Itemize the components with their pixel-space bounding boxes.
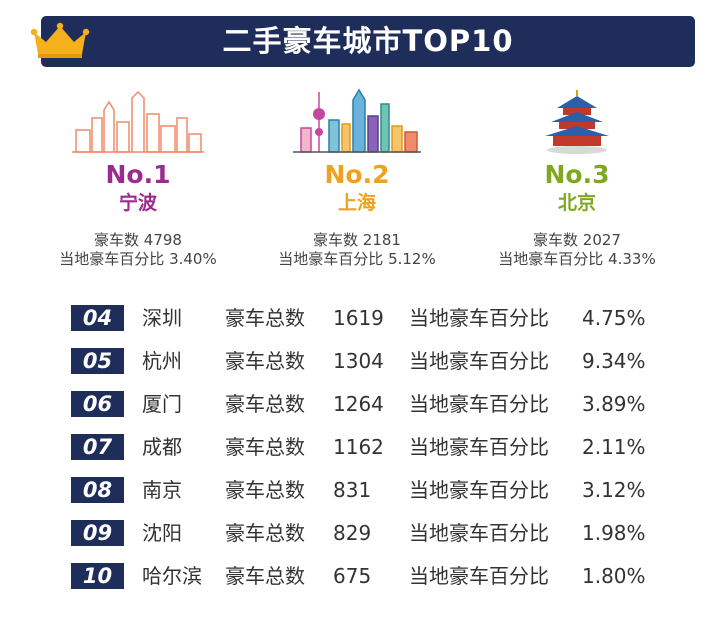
shanghai-skyline-icon — [293, 88, 421, 153]
pct-value: 2.11% — [582, 435, 646, 459]
count-value: 831 — [333, 478, 372, 502]
table-row: 10 哈尔滨 豪车总数 675 当地豪车百分比 1.80% — [0, 561, 721, 591]
pct-value: 1.80% — [582, 564, 646, 588]
city-name: 杭州 — [142, 349, 182, 373]
top3-count-line: 豪车数 4798 — [23, 231, 253, 250]
crown-icon — [30, 22, 90, 58]
top3-city: 宁波 — [118, 192, 157, 214]
pct-label: 当地豪车百分比 — [409, 478, 549, 502]
top3-rank: No.2 — [324, 160, 390, 189]
table-row: 05 杭州 豪车总数 1304 当地豪车百分比 9.34% — [0, 346, 721, 376]
count-label: 豪车数 — [94, 231, 140, 249]
count-label: 豪车数 — [313, 231, 359, 249]
pct-label: 当地豪车百分比 — [409, 392, 549, 416]
city-name: 哈尔滨 — [142, 564, 202, 588]
pct-label: 当地豪车百分比 — [409, 564, 549, 588]
pct-value: 3.12% — [582, 478, 646, 502]
city-name: 深圳 — [142, 306, 182, 330]
count-value: 1264 — [333, 392, 384, 416]
count-label: 豪车总数 — [225, 392, 305, 416]
rank-badge: 07 — [71, 434, 124, 460]
pct-label: 当地豪车百分比 — [409, 306, 549, 330]
pct-value: 1.98% — [582, 521, 646, 545]
pct-label: 当地豪车百分比 — [409, 435, 549, 459]
count-label: 豪车数 — [533, 231, 579, 249]
pct-value: 4.33% — [608, 250, 656, 268]
pct-label: 当地豪车百分比 — [59, 250, 165, 268]
ningbo-skyline-icon — [72, 90, 204, 153]
pct-value: 9.34% — [582, 349, 646, 373]
count-value: 1619 — [333, 306, 384, 330]
rank-badge: 08 — [71, 477, 124, 503]
pct-label: 当地豪车百分比 — [409, 521, 549, 545]
city-name: 厦门 — [142, 392, 182, 416]
beijing-temple-icon — [545, 90, 609, 154]
top3-city: 北京 — [557, 192, 596, 214]
top3-pct-line: 当地豪车百分比 3.40% — [23, 250, 253, 269]
top3-pct-line: 当地豪车百分比 4.33% — [462, 250, 692, 269]
top3-count-line: 豪车数 2027 — [462, 231, 692, 250]
count-label: 豪车总数 — [225, 435, 305, 459]
top3-card-3: No.3 北京 豪车数 2027 当地豪车百分比 4.33% — [462, 88, 692, 269]
count-value: 2181 — [362, 231, 401, 249]
city-name: 成都 — [142, 435, 182, 459]
top3-rank: No.3 — [544, 160, 610, 189]
table-row: 09 沈阳 豪车总数 829 当地豪车百分比 1.98% — [0, 518, 721, 548]
count-value: 829 — [333, 521, 372, 545]
pct-label: 当地豪车百分比 — [409, 349, 549, 373]
top3-card-2: No.2 上海 豪车数 2181 当地豪车百分比 5.12% — [242, 88, 472, 269]
table-row: 06 厦门 豪车总数 1264 当地豪车百分比 3.89% — [0, 389, 721, 419]
pct-value: 5.12% — [388, 250, 436, 268]
count-value: 2027 — [582, 231, 621, 249]
city-name: 南京 — [142, 478, 182, 502]
top3-card-1: No.1 宁波 豪车数 4798 当地豪车百分比 3.40% — [23, 88, 253, 269]
rank-badge: 10 — [71, 563, 124, 589]
count-value: 1162 — [333, 435, 384, 459]
count-value: 675 — [333, 564, 372, 588]
pct-label: 当地豪车百分比 — [498, 250, 604, 268]
top3-rank: No.1 — [105, 160, 171, 189]
pct-value: 3.40% — [169, 250, 217, 268]
pct-label: 当地豪车百分比 — [278, 250, 384, 268]
count-value: 4798 — [143, 231, 182, 249]
count-value: 1304 — [333, 349, 384, 373]
count-label: 豪车总数 — [225, 478, 305, 502]
pct-value: 4.75% — [582, 306, 646, 330]
rank-badge: 06 — [71, 391, 124, 417]
count-label: 豪车总数 — [225, 564, 305, 588]
table-row: 08 南京 豪车总数 831 当地豪车百分比 3.12% — [0, 475, 721, 505]
city-name: 沈阳 — [142, 521, 182, 545]
top3-count-line: 豪车数 2181 — [242, 231, 472, 250]
top3-city: 上海 — [337, 192, 376, 214]
count-label: 豪车总数 — [225, 349, 305, 373]
rank-badge: 09 — [71, 520, 124, 546]
top3-pct-line: 当地豪车百分比 5.12% — [242, 250, 472, 269]
count-label: 豪车总数 — [225, 306, 305, 330]
table-row: 04 深圳 豪车总数 1619 当地豪车百分比 4.75% — [0, 303, 721, 333]
rank-badge: 04 — [71, 305, 124, 331]
page-title: 二手豪车城市TOP10 — [222, 24, 514, 58]
pct-value: 3.89% — [582, 392, 646, 416]
rank-badge: 05 — [71, 348, 124, 374]
title-banner: 二手豪车城市TOP10 — [41, 16, 695, 67]
table-row: 07 成都 豪车总数 1162 当地豪车百分比 2.11% — [0, 432, 721, 462]
count-label: 豪车总数 — [225, 521, 305, 545]
